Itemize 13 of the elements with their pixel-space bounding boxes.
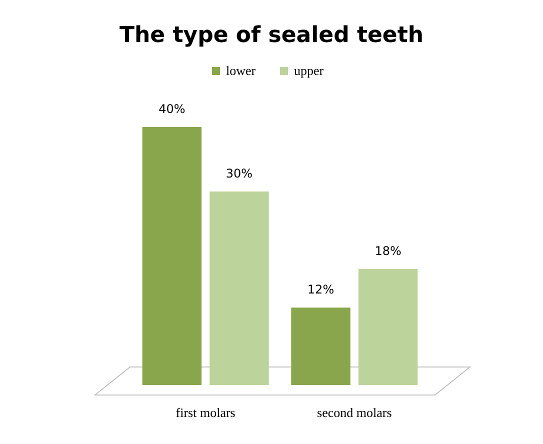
bar xyxy=(358,268,418,385)
data-label: 12% xyxy=(307,282,334,297)
bar xyxy=(291,308,350,385)
data-label: 40% xyxy=(158,102,186,116)
data-label: 18% xyxy=(374,244,402,258)
x-tick-label: second molars xyxy=(317,405,392,420)
bar xyxy=(210,192,269,385)
legend-label: lower xyxy=(226,63,256,78)
chart-title: The type of sealed teeth xyxy=(119,23,424,48)
bar xyxy=(142,127,202,385)
data-label: 30% xyxy=(226,166,253,180)
x-tick-label: first molars xyxy=(176,405,236,420)
legend-label: upper xyxy=(294,63,324,78)
